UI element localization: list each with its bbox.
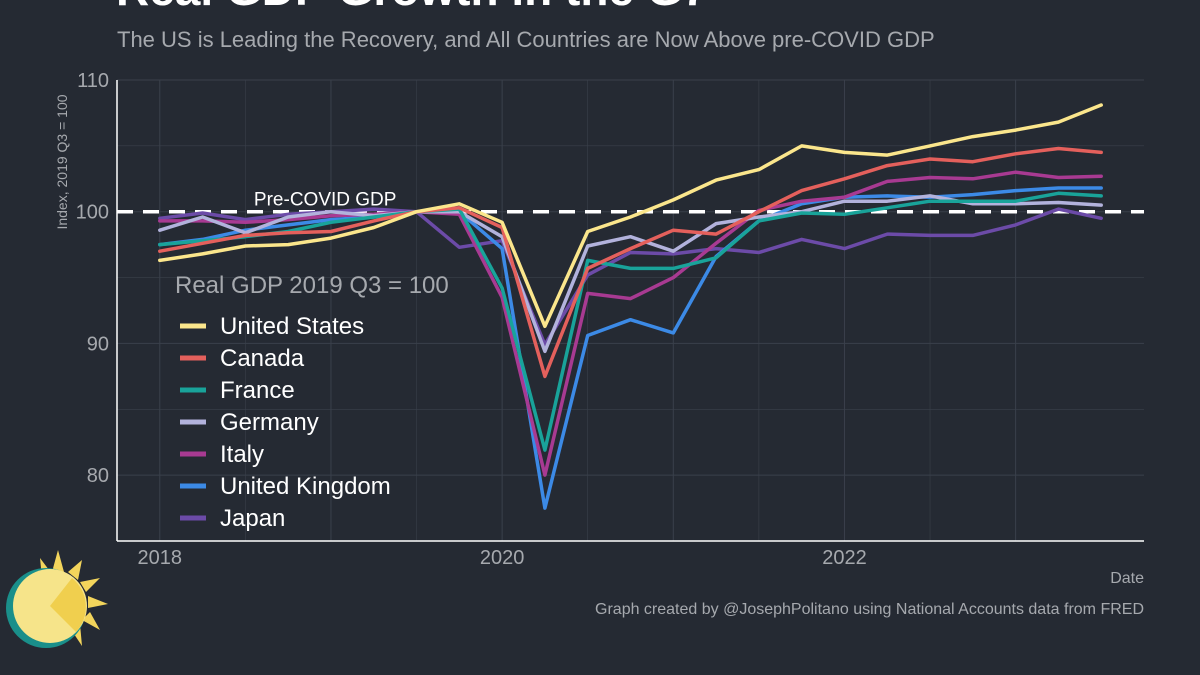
reference-line-label: Pre-COVID GDP: [254, 190, 397, 211]
grid: [117, 79, 1144, 541]
x-tick-label: 2022: [822, 547, 867, 569]
legend-label: Canada: [220, 345, 305, 372]
reference-line-group: Pre-COVID GDP: [117, 190, 1144, 214]
series-line-italy: [158, 170, 1103, 477]
series-line-germany: [158, 194, 1103, 354]
x-axis-title: Date: [1110, 570, 1144, 587]
legend: Real GDP 2019 Q3 = 100 United States Canad…: [175, 272, 449, 532]
y-tick-label: 80: [87, 465, 109, 487]
series-line-canada: [158, 146, 1103, 379]
y-tick-label: 90: [87, 333, 109, 355]
x-tick-label: 2018: [138, 547, 183, 569]
legend-label: Italy: [220, 441, 264, 468]
legend-title: Real GDP 2019 Q3 = 100: [175, 272, 449, 299]
axes: 80 90 100 110 2018 2020 2022 Date Index, 2019 Q3…: [54, 70, 1144, 587]
legend-label: United Kingdom: [220, 473, 391, 500]
legend-label: France: [220, 377, 295, 404]
chart-title: Real GDP Growth in the G7: [116, 0, 708, 16]
series-line-united-kingdom: [158, 186, 1103, 510]
y-tick-label: 100: [76, 202, 109, 224]
source-caption: Graph created by @JosephPolitano using N…: [595, 601, 1144, 618]
legend-label: Germany: [220, 409, 319, 436]
y-axis-title: Index, 2019 Q3 = 100: [54, 94, 70, 229]
chart-subtitle: The US is Leading the Recovery, and All …: [117, 27, 935, 52]
line-chart: Pre-COVID GDP 80 90 100 110 2018 2020 2022 Date…: [54, 70, 1144, 587]
series-line-united-states: [158, 103, 1103, 329]
series-lines: [158, 103, 1103, 510]
x-tick-label: 2020: [480, 547, 525, 569]
y-tick-label: 110: [77, 70, 109, 92]
legend-label: United States: [220, 313, 364, 340]
sun-logo-icon: [6, 550, 108, 648]
series-line-france: [158, 191, 1103, 452]
legend-label: Japan: [220, 505, 285, 532]
